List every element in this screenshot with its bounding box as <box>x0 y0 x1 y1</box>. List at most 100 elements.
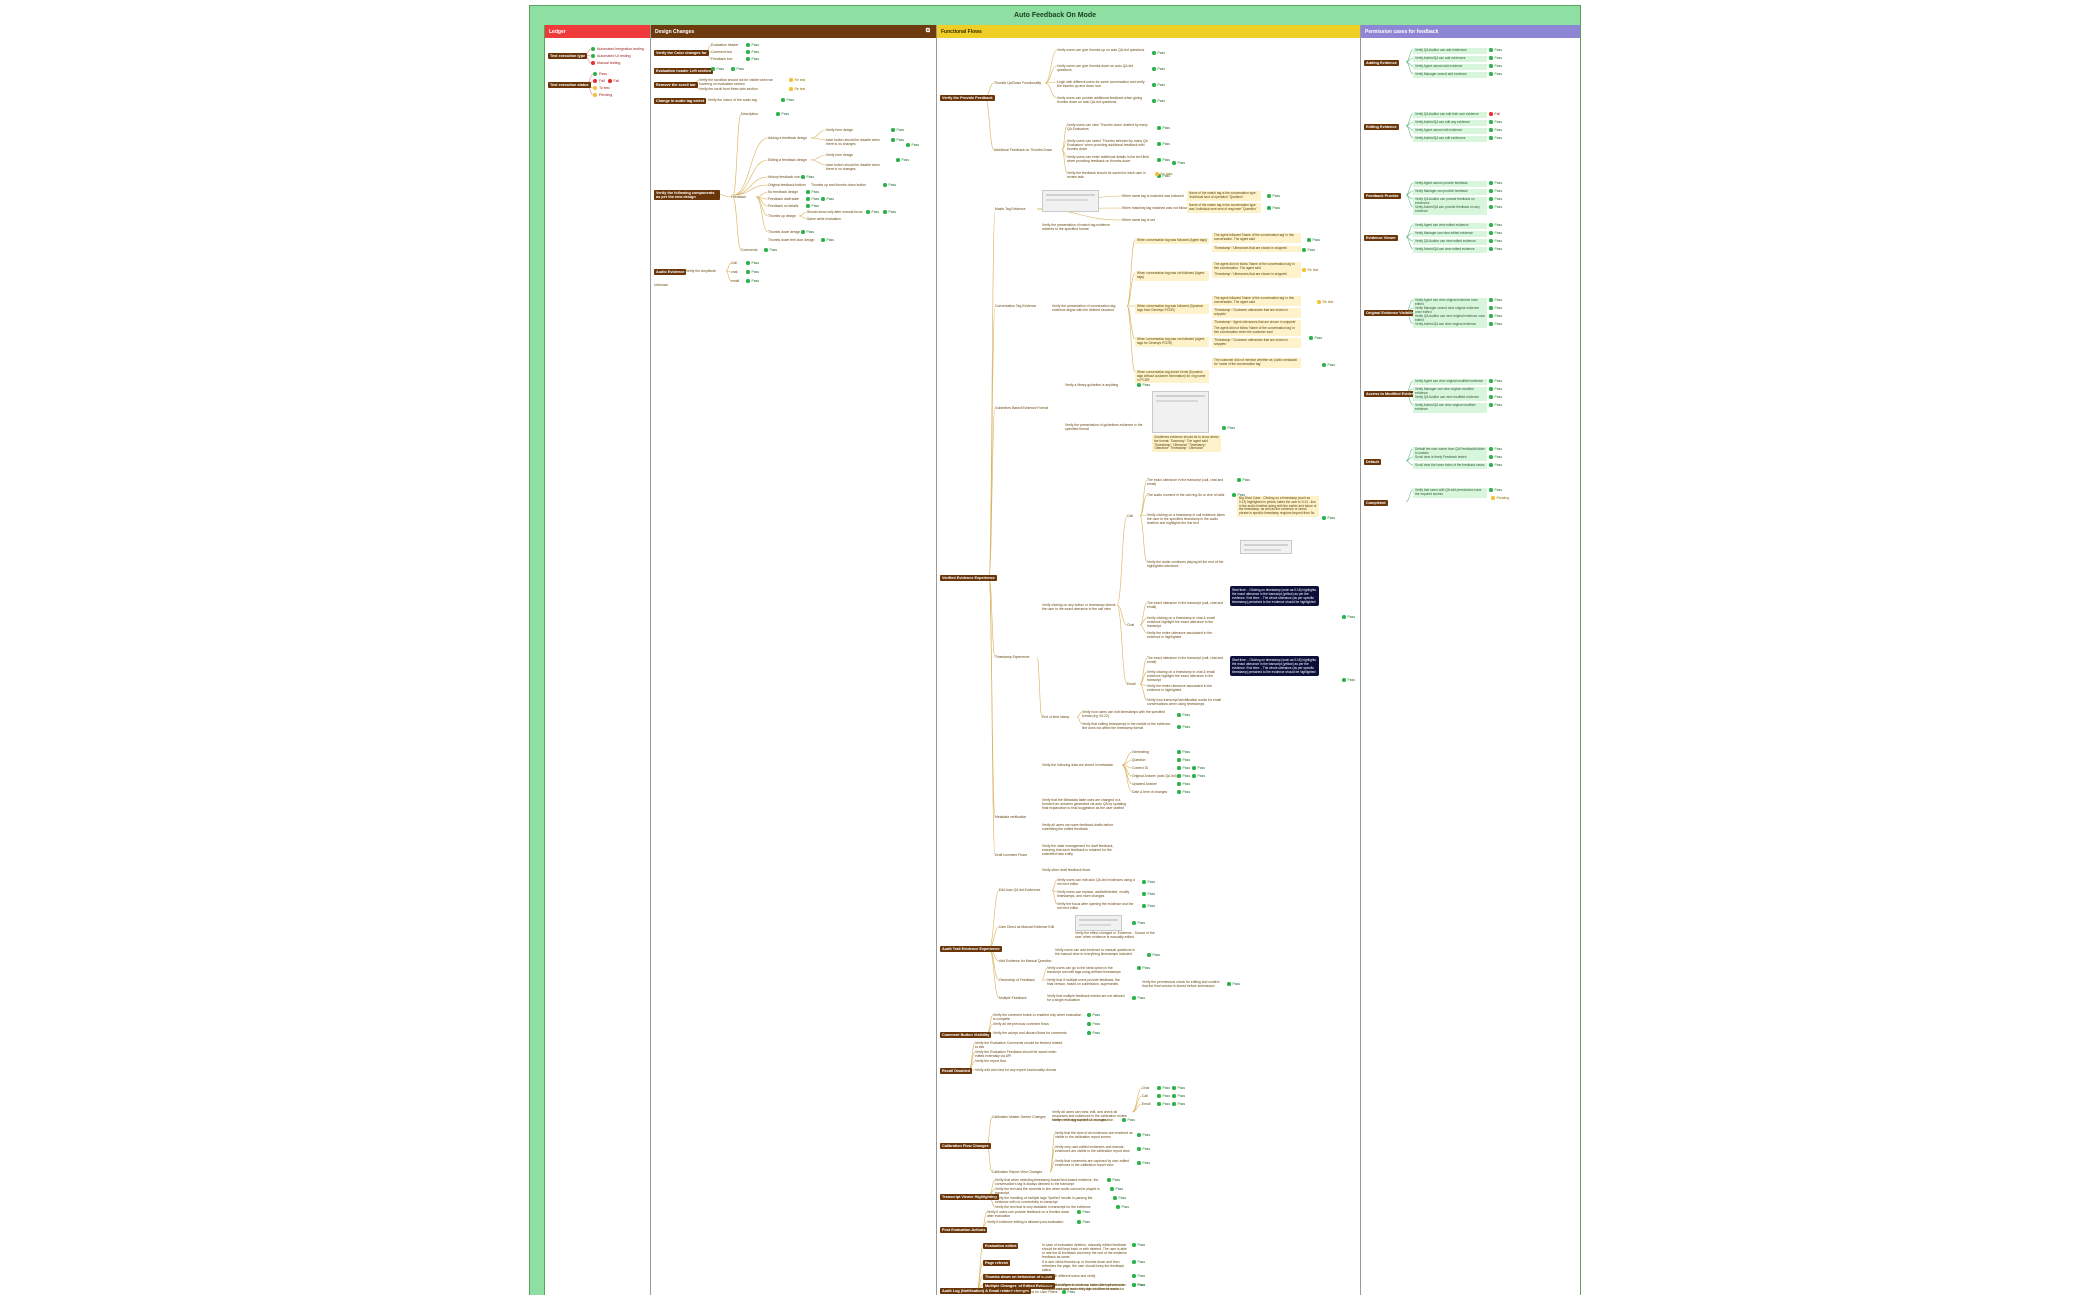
pass-status[interactable]: Pass <box>1489 298 1502 302</box>
pass-status[interactable]: Pass <box>1122 1118 1135 1122</box>
perm-item[interactable]: Verify QA Auditor can add evidences <box>1413 48 1487 54</box>
fn-ts-email-item[interactable]: Verify the entire utterance associated i… <box>1147 684 1213 692</box>
perm-item[interactable]: Verify Admin/QA can edit any evidence <box>1413 120 1487 126</box>
perm-item[interactable]: Verify Agent can view original evidence … <box>1413 298 1487 308</box>
perm-item[interactable]: Default fee user owner from QA Feedback/… <box>1413 447 1487 457</box>
pass-status[interactable]: Pass <box>1152 51 1165 55</box>
fn-additional-item[interactable]: Verify users can select 'Thumbs selected… <box>1067 139 1148 151</box>
fn-transcript-item[interactable]: Verify the text and the commits in line … <box>995 1187 1100 1195</box>
design-color-item[interactable]: Comment box <box>711 50 733 54</box>
fn-cal-remaining[interactable]: Verify remaining same flow as evaluation <box>1052 1118 1114 1122</box>
design-audio-kind[interactable]: Call <box>731 261 737 265</box>
fn-ts-chat-item[interactable]: The exact utterance in the transcript (c… <box>1147 601 1224 609</box>
pass-status[interactable]: Pass <box>1489 205 1502 209</box>
fn-thumbs-item[interactable]: Login with different users for same conv… <box>1057 80 1145 88</box>
pass-status[interactable]: Pass <box>1489 463 1502 467</box>
pass-status[interactable]: Pass <box>1157 126 1170 130</box>
perm-group-label[interactable]: Completed <box>1364 500 1388 506</box>
pass-status[interactable]: Pass <box>1309 336 1322 340</box>
perm-item[interactable]: Verify Admin/QA can edit evidences <box>1413 136 1487 142</box>
fn-edge-note[interactable]: Login with different users and verify <box>1042 1274 1096 1278</box>
pass-status[interactable]: Pass <box>1177 725 1190 729</box>
design-scroll-item[interactable]: Verify the scroll from three-dots sectio… <box>699 87 758 91</box>
fn-ts-call[interactable]: Call <box>1127 514 1133 518</box>
pass-status[interactable]: Pass <box>1489 247 1502 251</box>
pass-status[interactable]: Pass <box>1087 1013 1100 1017</box>
pass-status[interactable]: Pass <box>1137 1133 1150 1137</box>
fn-cal-kind[interactable]: Email <box>1142 1102 1151 1106</box>
pass-status[interactable]: Pass <box>1489 64 1502 68</box>
pass-status[interactable]: Pass <box>1489 455 1502 459</box>
fn-ts-call-item[interactable]: The audio moment in the call ring-5s or … <box>1147 493 1225 497</box>
pass-status[interactable]: Pass <box>746 57 759 61</box>
fn-audit-view[interactable]: User Direct as Manual Evidence Edit <box>999 925 1055 929</box>
fn-thumbs-item[interactable]: Verify users can provide additional feed… <box>1057 96 1143 104</box>
design-feedback-item[interactable]: Feedback draft state <box>768 197 799 201</box>
perm-item[interactable]: Verify QA Auditor can view edited eviden… <box>1413 239 1487 245</box>
design-root-components[interactable]: Verify the following components as per t… <box>654 190 720 200</box>
design-feedback-item[interactable]: Feedback on details <box>768 204 799 208</box>
fn-conv-item[interactable]: When conversation tag was followed (Agen… <box>1135 238 1209 244</box>
pass-status[interactable]: Pass <box>1172 161 1185 165</box>
pass-status[interactable]: Pass <box>1489 403 1502 407</box>
fn-conv-retest[interactable]: Re test <box>1302 268 1318 272</box>
fn-recall-item[interactable]: Verify the Evaluation Feedback should be… <box>975 1050 1057 1058</box>
fn-audit-edit-item[interactable]: Verify the focus after opening the evide… <box>1057 902 1134 910</box>
pass-status[interactable]: Pass <box>746 270 759 274</box>
pass-status[interactable]: Pass <box>764 248 777 252</box>
fn-no-data[interactable]: No data <box>1155 172 1172 176</box>
fn-match-tag[interactable]: Match Tag Evidence <box>995 207 1026 211</box>
fn-recall-item[interactable]: Verify the report flow <box>975 1059 1006 1063</box>
pass-status[interactable]: Pass <box>1489 223 1502 227</box>
fn-edge-note[interactable]: If a user clicks thumbs up or thumbs dow… <box>1042 1260 1124 1272</box>
fn-comment-item[interactable]: Verify the accept and discard flows for … <box>993 1031 1067 1035</box>
permission-cases-header[interactable]: Permission cases for feedback <box>1361 25 1580 38</box>
pass-status[interactable]: Pass <box>1489 239 1502 243</box>
fn-timestamp[interactable]: Timestamp Experience <box>995 655 1030 659</box>
fn-audit-edit-item[interactable]: Verify users can edit auto QA-led eviden… <box>1057 878 1135 886</box>
design-root-eval-header[interactable]: Evaluation header Left section <box>654 68 714 74</box>
pass-status[interactable]: Pass <box>906 143 919 147</box>
design-thumbs-down-sub[interactable]: Thumbs down feel door design <box>768 238 815 242</box>
design-editing-feedback[interactable]: Editing a feedback design <box>768 158 807 162</box>
functional-root[interactable]: Recall Disabled <box>940 1068 973 1074</box>
pass-status[interactable]: Pass <box>1489 197 1502 201</box>
fn-cal-report[interactable]: Calibration Report View Changes <box>992 1170 1043 1174</box>
pass-status[interactable]: Pass <box>776 112 789 116</box>
fn-cal-report-item[interactable]: Verify only user-edited evidences and ma… <box>1055 1145 1130 1153</box>
perm-item[interactable]: Verify Admin/QA can view edited evidence <box>1413 247 1487 253</box>
fn-recall-item[interactable]: Verify edit and view for any expert func… <box>975 1068 1057 1072</box>
fn-thumbs-item[interactable]: Verify users can give thumbs up on auto … <box>1057 48 1145 52</box>
fn-post-item[interactable]: Verify if users can provide feedback on … <box>987 1210 1070 1218</box>
fn-edge-note[interactable]: Verify that changes in evidence states a… <box>1042 1283 1127 1291</box>
fn-audit-owner-item[interactable]: Verify that if multiple users provide fe… <box>1047 978 1120 986</box>
fn-match-item[interactable]: When matching tag matched was not follow… <box>1122 206 1192 210</box>
fn-conv-item[interactable]: When conversation tag was not followed (… <box>1135 337 1209 347</box>
fn-ts-verify[interactable]: Verify clicking on any button or timesta… <box>1042 603 1116 611</box>
perm-pending[interactable]: Pending <box>1491 496 1509 500</box>
pass-status[interactable]: Pass <box>746 43 759 47</box>
functional-root[interactable]: Verified Evidence Experience <box>940 575 997 581</box>
fn-post-item[interactable]: Verify if evidence editing is allowed po… <box>987 1220 1064 1224</box>
design-color-item[interactable]: Evaluation header <box>711 43 739 47</box>
fn-recall-item[interactable]: Verify the Evaluation Comments should be… <box>975 1041 1063 1049</box>
perm-item[interactable]: Verify Agent cannot provide feedback <box>1413 181 1487 187</box>
pass-status[interactable]: Pass <box>1177 774 1190 778</box>
perm-item[interactable]: Verify Admin/QA can provide feedback on … <box>1413 205 1487 215</box>
pass-status[interactable]: Pass <box>821 238 834 242</box>
design-editing-sub[interactable]: save button should be disable when there… <box>826 163 880 171</box>
pass-status[interactable]: Pass <box>866 210 879 214</box>
perm-item[interactable]: Verify Agent can view edited evidence <box>1413 223 1487 229</box>
fn-metadata-item[interactable]: Question <box>1132 758 1146 762</box>
pass-status[interactable]: Pass <box>1307 238 1320 242</box>
fn-edge-note[interactable]: Confirm that different users can have di… <box>1042 1283 1125 1291</box>
fn-audit-multiple[interactable]: Multiple Feedback <box>999 996 1027 1000</box>
fn-metadata-item[interactable]: Date & time of changes <box>1132 790 1168 794</box>
fn-metadata-item[interactable]: Original Answer (auto QA led) <box>1132 774 1177 778</box>
pass-status[interactable]: Pass <box>1489 72 1502 76</box>
pass-status[interactable]: Pass <box>1110 1187 1123 1191</box>
perm-item[interactable]: Verify that users with QA edit permissio… <box>1413 488 1487 498</box>
fn-audit-add[interactable]: Add Evidence for Manual Question <box>999 959 1052 963</box>
fn-audit-owner[interactable]: Ownership of Feedback <box>999 978 1035 982</box>
pass-status[interactable]: Pass <box>1147 953 1160 957</box>
